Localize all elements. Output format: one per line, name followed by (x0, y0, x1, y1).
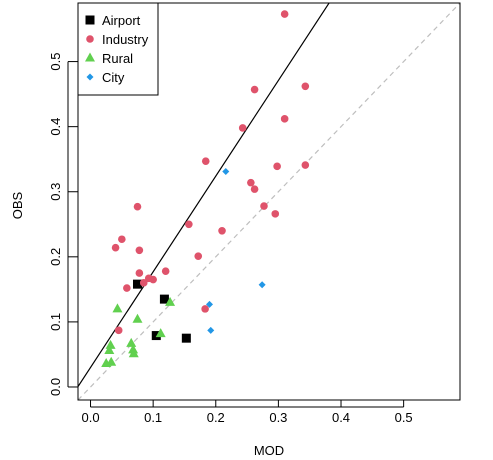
data-point-rural (128, 348, 139, 358)
data-point-rural (155, 328, 166, 338)
data-point-industry (133, 202, 142, 211)
legend-item-airport: Airport (85, 13, 141, 28)
y-tick-label: 0.2 (48, 248, 63, 266)
data-point-industry (250, 85, 259, 94)
data-point-rural (165, 296, 176, 306)
y-tick-label: 0.1 (48, 313, 63, 331)
legend-label-city: City (102, 70, 125, 85)
data-point-city (258, 281, 266, 289)
data-point-industry (201, 157, 210, 165)
data-point-industry (238, 124, 247, 132)
x-tick-label: 0.1 (144, 410, 162, 425)
y-tick-label: 0.0 (48, 378, 63, 396)
data-point-industry (280, 115, 289, 123)
legend-item-city: City (86, 70, 125, 85)
one-to-one-line (78, 3, 460, 400)
data-point-industry (301, 82, 310, 91)
y-axis-title: OBS (10, 191, 25, 219)
legend-label-rural: Rural (102, 51, 133, 66)
plot-area (78, 3, 460, 400)
data-point-industry (139, 279, 148, 287)
data-point-industry (260, 202, 268, 210)
data-point-rural (132, 313, 143, 323)
x-tick-label: 0.2 (207, 410, 225, 425)
data-point-rural (105, 339, 116, 349)
data-point-airport (132, 279, 142, 289)
data-point-industry (149, 275, 157, 284)
data-point-industry (301, 161, 310, 169)
data-point-industry (271, 210, 280, 218)
data-point-rural (112, 303, 123, 313)
data-point-industry (118, 235, 126, 244)
legend: Airport Industry Rural City (77, 2, 159, 96)
data-point-industry (135, 269, 144, 277)
legend-marker-city (86, 73, 94, 81)
data-point-rural (106, 356, 117, 366)
x-tick-label: 0.3 (269, 410, 287, 425)
data-point-industry (114, 326, 123, 335)
data-point-city (206, 300, 214, 308)
data-point-industry (250, 185, 259, 193)
series-rural (101, 296, 176, 368)
data-point-industry (194, 252, 203, 260)
legend-marker-industry (86, 35, 94, 43)
data-point-airport (181, 333, 191, 343)
legend-marker-airport (85, 15, 95, 25)
data-point-airport (159, 294, 169, 304)
series-airport (132, 279, 191, 343)
legend-label-industry: Industry (102, 32, 149, 47)
data-point-city (207, 326, 215, 334)
data-point-city (222, 168, 230, 176)
plot-clipped-group (78, 3, 460, 400)
plot-frame (77, 2, 461, 401)
x-tick-label: 0.5 (395, 410, 413, 425)
data-point-rural (128, 344, 139, 354)
y-tick-label: 0.3 (48, 183, 63, 201)
axes: 0.0 0.1 0.2 0.3 0.4 0.5 0.0 0.1 0.2 0.3 0.4 0.5 (48, 2, 461, 425)
data-point-industry (111, 243, 120, 252)
x-tick-label: 0.0 (81, 410, 99, 425)
data-point-industry (161, 267, 170, 275)
series-city (206, 168, 266, 334)
legend-marker-rural (85, 52, 95, 62)
data-point-industry (201, 305, 209, 313)
data-point-industry (280, 10, 289, 18)
data-point-rural (126, 337, 137, 347)
data-point-industry (247, 178, 255, 187)
data-point-industry (273, 162, 281, 171)
data-point-industry (218, 226, 226, 235)
series-industry (111, 10, 310, 335)
data-point-industry (135, 246, 144, 255)
y-tick-label: 0.4 (48, 118, 63, 136)
x-tick-label: 0.4 (332, 410, 350, 425)
y-tick-label: 0.5 (48, 53, 63, 71)
data-point-industry (123, 284, 131, 292)
data-point-industry (185, 220, 193, 229)
data-point-rural (104, 345, 115, 355)
legend-item-rural: Rural (85, 51, 133, 66)
legend-item-industry: Industry (86, 32, 149, 47)
regression-line (78, 3, 330, 387)
legend-label-airport: Airport (102, 13, 141, 28)
data-point-airport (151, 331, 161, 341)
x-axis-title: MOD (254, 443, 284, 458)
